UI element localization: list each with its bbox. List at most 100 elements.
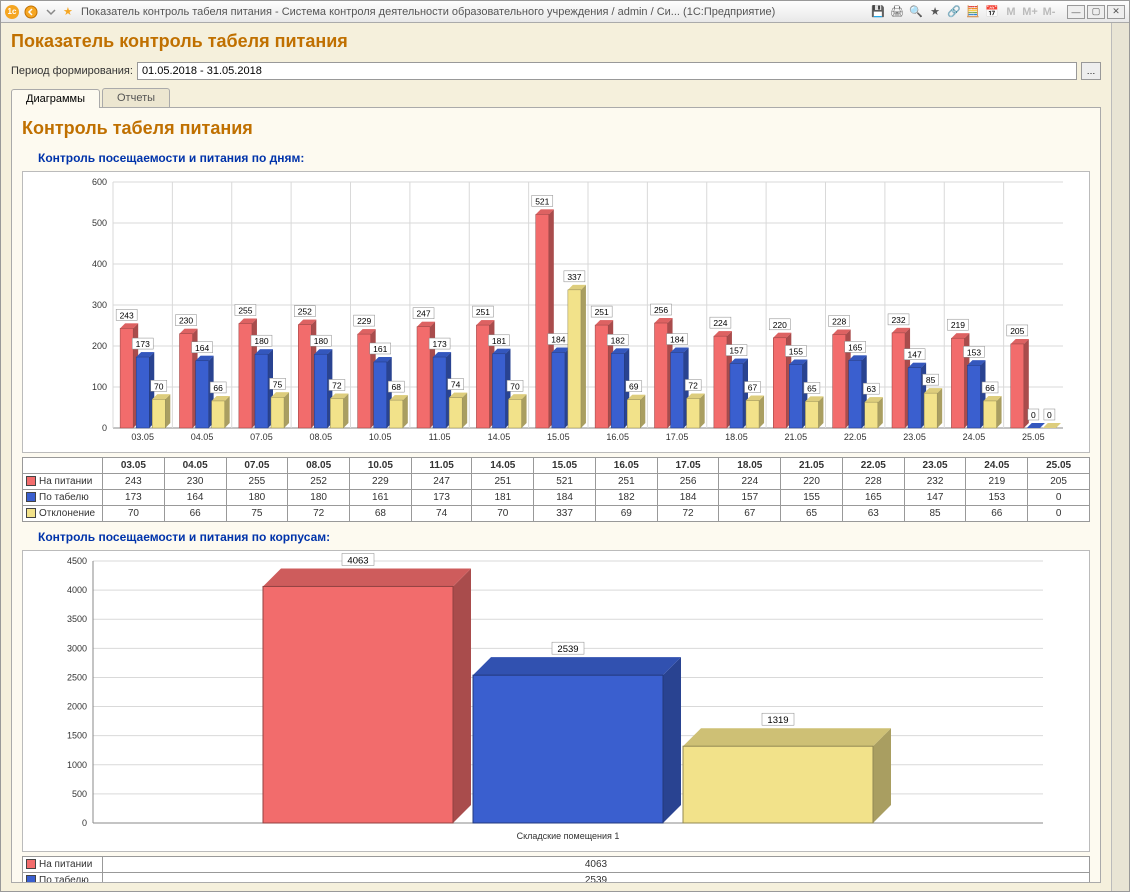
- svg-text:521: 521: [535, 196, 549, 206]
- star-icon[interactable]: ★: [927, 4, 943, 20]
- period-input[interactable]: [137, 62, 1077, 80]
- svg-text:184: 184: [670, 335, 684, 345]
- svg-text:21.05: 21.05: [785, 432, 808, 442]
- tab-strip: Диаграммы Отчеты: [11, 88, 1101, 108]
- svg-text:1500: 1500: [67, 731, 87, 741]
- svg-text:66: 66: [213, 383, 223, 393]
- chart1-data-table: 03.0504.0507.0508.0510.0511.0514.0515.05…: [22, 457, 1090, 522]
- svg-text:600: 600: [92, 177, 107, 187]
- close-button[interactable]: ✕: [1107, 5, 1125, 19]
- svg-text:17.05: 17.05: [666, 432, 689, 442]
- svg-text:3000: 3000: [67, 643, 87, 653]
- svg-text:337: 337: [567, 272, 581, 282]
- svg-text:252: 252: [298, 307, 312, 317]
- tab-diagrams[interactable]: Диаграммы: [11, 89, 100, 108]
- svg-text:155: 155: [789, 346, 803, 356]
- svg-text:100: 100: [92, 382, 107, 392]
- svg-text:25.05: 25.05: [1022, 432, 1045, 442]
- minimize-button[interactable]: —: [1067, 5, 1085, 19]
- chart2-data-table: На питании4063По табелю2539Отклонение131…: [22, 856, 1090, 883]
- svg-text:230: 230: [179, 316, 193, 326]
- svg-text:1319: 1319: [767, 715, 788, 726]
- chart1-box: 01002003004005006002431737003.0523016466…: [22, 171, 1090, 453]
- chart1-svg: 01002003004005006002431737003.0523016466…: [23, 172, 1073, 452]
- svg-text:04.05: 04.05: [191, 432, 214, 442]
- svg-text:70: 70: [510, 381, 520, 391]
- link-icon[interactable]: 🔗: [946, 4, 962, 20]
- svg-text:181: 181: [492, 336, 506, 346]
- svg-text:16.05: 16.05: [606, 432, 629, 442]
- print-icon[interactable]: 🖨: [889, 4, 905, 20]
- nav-down-icon[interactable]: [43, 4, 59, 20]
- svg-text:256: 256: [654, 305, 668, 315]
- svg-text:184: 184: [551, 335, 565, 345]
- svg-text:205: 205: [1010, 326, 1024, 336]
- preview-icon[interactable]: 🔍: [908, 4, 924, 20]
- section-heading: Контроль табеля питания: [22, 118, 1090, 139]
- svg-text:165: 165: [848, 342, 862, 352]
- svg-text:4063: 4063: [347, 555, 368, 566]
- svg-text:0: 0: [82, 818, 87, 828]
- calc-icon[interactable]: 🧮: [965, 4, 981, 20]
- svg-text:200: 200: [92, 341, 107, 351]
- maximize-button[interactable]: ▢: [1087, 5, 1105, 19]
- tab-reports[interactable]: Отчеты: [102, 88, 170, 107]
- svg-text:10.05: 10.05: [369, 432, 392, 442]
- svg-text:11.05: 11.05: [429, 432, 451, 442]
- svg-text:147: 147: [908, 350, 922, 360]
- svg-text:300: 300: [92, 300, 107, 310]
- svg-text:164: 164: [195, 343, 209, 353]
- window-title: Показатель контроль табеля питания - Сис…: [81, 6, 866, 18]
- svg-text:173: 173: [433, 339, 447, 349]
- svg-text:08.05: 08.05: [310, 432, 333, 442]
- svg-text:232: 232: [891, 315, 905, 325]
- svg-text:0: 0: [102, 423, 107, 433]
- calendar-icon[interactable]: 📅: [984, 4, 1000, 20]
- mplus-icon[interactable]: M+: [1022, 4, 1038, 20]
- svg-text:500: 500: [92, 218, 107, 228]
- svg-text:72: 72: [332, 380, 342, 390]
- svg-text:182: 182: [611, 335, 625, 345]
- chart2-svg: 0500100015002000250030003500400045004063…: [23, 551, 1073, 851]
- vertical-scrollbar[interactable]: [1111, 23, 1129, 891]
- svg-text:400: 400: [92, 259, 107, 269]
- title-bar: 1c ★ Показатель контроль табеля питания …: [1, 1, 1129, 23]
- mminus-icon[interactable]: M-: [1041, 4, 1057, 20]
- chart1-title: Контроль посещаемости и питания по дням:: [38, 151, 1090, 165]
- svg-text:23.05: 23.05: [903, 432, 926, 442]
- svg-text:2539: 2539: [557, 644, 578, 655]
- svg-text:07.05: 07.05: [250, 432, 273, 442]
- svg-text:247: 247: [416, 309, 430, 319]
- svg-text:219: 219: [951, 320, 965, 330]
- svg-text:220: 220: [773, 320, 787, 330]
- svg-text:68: 68: [392, 382, 402, 392]
- svg-text:4000: 4000: [67, 585, 87, 595]
- svg-text:70: 70: [154, 381, 164, 391]
- svg-text:3500: 3500: [67, 614, 87, 624]
- svg-text:161: 161: [373, 344, 387, 354]
- svg-text:74: 74: [451, 380, 461, 390]
- svg-text:224: 224: [713, 318, 727, 328]
- svg-text:22.05: 22.05: [844, 432, 867, 442]
- svg-text:2500: 2500: [67, 672, 87, 682]
- svg-text:18.05: 18.05: [725, 432, 748, 442]
- svg-text:251: 251: [476, 307, 490, 317]
- m-icon[interactable]: M: [1003, 4, 1019, 20]
- save-icon[interactable]: 💾: [870, 4, 886, 20]
- favorite-icon[interactable]: ★: [63, 5, 77, 19]
- svg-text:180: 180: [254, 336, 268, 346]
- svg-text:1000: 1000: [67, 760, 87, 770]
- app-icon: 1c: [5, 5, 19, 19]
- svg-text:66: 66: [985, 383, 995, 393]
- content-area: Показатель контроль табеля питания Перио…: [1, 23, 1111, 891]
- svg-text:4500: 4500: [67, 556, 87, 566]
- svg-text:72: 72: [688, 380, 698, 390]
- chart2-box: 0500100015002000250030003500400045004063…: [22, 550, 1090, 852]
- svg-text:67: 67: [748, 383, 758, 393]
- app-window: 1c ★ Показатель контроль табеля питания …: [0, 0, 1130, 892]
- svg-text:2000: 2000: [67, 702, 87, 712]
- nav-back-icon[interactable]: [23, 4, 39, 20]
- svg-text:0: 0: [1031, 410, 1036, 420]
- svg-text:24.05: 24.05: [963, 432, 986, 442]
- period-picker-button[interactable]: …: [1081, 62, 1101, 80]
